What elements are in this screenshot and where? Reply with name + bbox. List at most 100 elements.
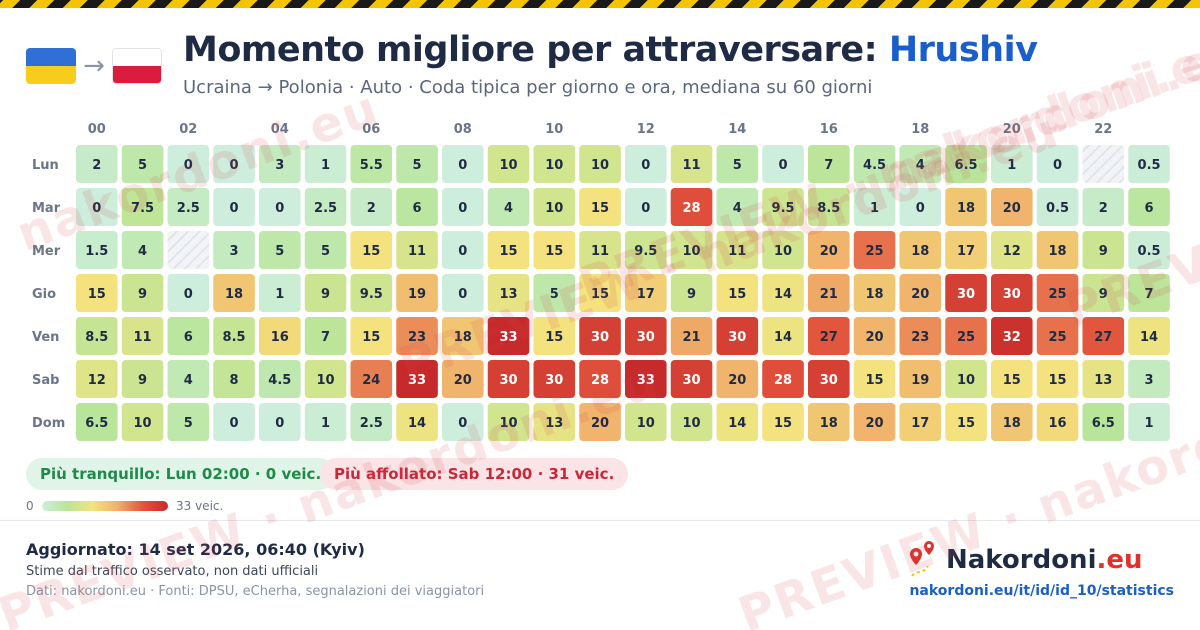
heatmap-cell: 2.5 <box>304 188 347 226</box>
heatmap-cell-fill <box>304 317 347 355</box>
heatmap-cell-value: 0 <box>641 158 650 173</box>
heatmap-cell-value: 18 <box>225 287 243 302</box>
heatmap-cell-fill <box>121 188 164 226</box>
heatmap-cell-value: 20 <box>728 373 746 388</box>
heatmap-cell-value: 2 <box>1099 201 1108 216</box>
heatmap-cell-value: 18 <box>1003 416 1021 431</box>
heatmap-cell-fill <box>442 145 484 183</box>
heatmap-cell-value: 0 <box>779 158 788 173</box>
heatmap-cell-value: 0 <box>916 201 925 216</box>
heatmap-cell-value: 9.5 <box>772 201 795 216</box>
heatmap-cell-fill <box>76 231 118 269</box>
statistics-url[interactable]: nakordoni.eu/it/id/id_10/statistics <box>909 583 1174 599</box>
heatmap-cell-fill <box>853 403 896 441</box>
heatmap-cell-value: 23 <box>408 330 426 345</box>
heatmap-cell: 6.5 <box>1082 403 1125 441</box>
heatmap-cell-fill <box>762 188 804 226</box>
heatmap-cell-fill <box>945 403 987 441</box>
x-tick-label: 16 <box>820 122 838 137</box>
heatmap-cell: 28 <box>579 360 621 398</box>
heatmap-cell-fill <box>716 317 759 355</box>
heatmap-cell-value: 15 <box>88 287 106 302</box>
heatmap-cell: 0 <box>213 188 255 226</box>
heatmap-cell-fill <box>899 403 942 441</box>
heatmap-cell-value: 15 <box>1003 373 1021 388</box>
heatmap-cell: 15 <box>76 274 118 312</box>
heatmap-cell: 5.5 <box>350 145 393 183</box>
heatmap-cell-value: 18 <box>957 201 975 216</box>
quietest-badge: Più tranquillo: Lun 02:00 · 0 veic. <box>26 458 336 490</box>
day-label: Dom <box>32 416 65 431</box>
heatmap-cell-value: 20 <box>911 287 929 302</box>
heatmap-cell-value: 3 <box>230 244 239 259</box>
heatmap-cell-fill <box>442 360 484 398</box>
heatmap-cell: 0.5 <box>1128 231 1170 269</box>
heatmap-cell: 6 <box>1128 188 1170 226</box>
heatmap-cell-fill <box>304 274 347 312</box>
heatmap-cell-fill <box>213 317 255 355</box>
heatmap-cell: 3 <box>259 145 301 183</box>
heatmap-cell-value: 11 <box>728 244 746 259</box>
x-tick-label: 18 <box>911 122 929 137</box>
heatmap-cell: 0 <box>76 188 118 226</box>
heatmap-cell-fill <box>533 360 576 398</box>
heatmap-cell-value: 8.5 <box>223 330 246 345</box>
heatmap-cell-value: 10 <box>637 416 655 431</box>
heatmap-cell: 30 <box>625 317 667 355</box>
heatmap-cell: 19 <box>396 274 438 312</box>
heatmap-cell-value: 0 <box>458 244 467 259</box>
heatmap-cell-fill <box>350 188 393 226</box>
heatmap-cell: 30 <box>533 360 576 398</box>
heatmap-cell: 19 <box>899 360 942 398</box>
heatmap-cell-value: 33 <box>637 373 655 388</box>
heatmap-cell-value: 15 <box>591 287 609 302</box>
heatmap-cell-value: 17 <box>957 244 975 259</box>
heatmap-cell: 21 <box>670 317 713 355</box>
heatmap-cell-fill <box>716 403 759 441</box>
heatmap-cell: 18 <box>991 403 1033 441</box>
heatmap-cell: 30 <box>945 274 987 312</box>
heatmap-cell: 30 <box>991 274 1033 312</box>
heatmap-cell-value: 15 <box>591 201 609 216</box>
heatmap-cell-value: 6 <box>1145 201 1154 216</box>
heatmap-cell: 28 <box>762 360 804 398</box>
heatmap-cell: 18 <box>213 274 255 312</box>
heatmap-cell: 9 <box>121 274 164 312</box>
heatmap-cell-fill <box>762 231 804 269</box>
heatmap-cell-fill <box>533 145 576 183</box>
heatmap-cell-value: 30 <box>820 373 838 388</box>
heatmap-cell-value: 7 <box>1145 287 1154 302</box>
heatmap-cell: 12 <box>991 231 1033 269</box>
heatmap-cell: 33 <box>396 360 438 398</box>
heatmap-cell-value: 15 <box>500 244 518 259</box>
heatmap-cell: 17 <box>625 274 667 312</box>
heatmap-cell-value: 9 <box>687 287 696 302</box>
heatmap-cell-value: 30 <box>957 287 975 302</box>
heatmap-cell-fill <box>396 360 438 398</box>
heatmap-cell-value: 9 <box>1099 287 1108 302</box>
heatmap-cell-fill <box>625 403 667 441</box>
heatmap-cell-value: 4 <box>184 373 193 388</box>
heatmap-cell-value: 5 <box>550 287 559 302</box>
heatmap-cell: 12 <box>76 360 118 398</box>
heatmap-cell-value: 0.5 <box>1138 158 1161 173</box>
heatmap-cell: 11 <box>579 231 621 269</box>
heatmap-cell: 18 <box>853 274 896 312</box>
heatmap-cell-fill <box>304 360 347 398</box>
heatmap-cell: 23 <box>396 317 438 355</box>
heatmap-cell-fill <box>213 403 255 441</box>
heatmap-cell-fill <box>487 360 530 398</box>
heatmap-cell-value: 4 <box>916 158 925 173</box>
heatmap-cell: 4 <box>121 231 164 269</box>
heatmap-cell-value: 1 <box>1007 158 1016 173</box>
heatmap-cell: 7 <box>304 317 347 355</box>
heatmap-cell-value: 0 <box>184 287 193 302</box>
heatmap-cell-fill <box>762 403 804 441</box>
heatmap-cell-value: 30 <box>728 330 746 345</box>
heatmap-cell: 14 <box>1128 317 1170 355</box>
heatmap-cell-value: 16 <box>1049 416 1067 431</box>
heatmap-cell: 24 <box>350 360 393 398</box>
heatmap-cell-fill <box>808 274 850 312</box>
heatmap-cell-value: 0 <box>92 201 101 216</box>
heatmap-cell: 3 <box>1128 360 1170 398</box>
